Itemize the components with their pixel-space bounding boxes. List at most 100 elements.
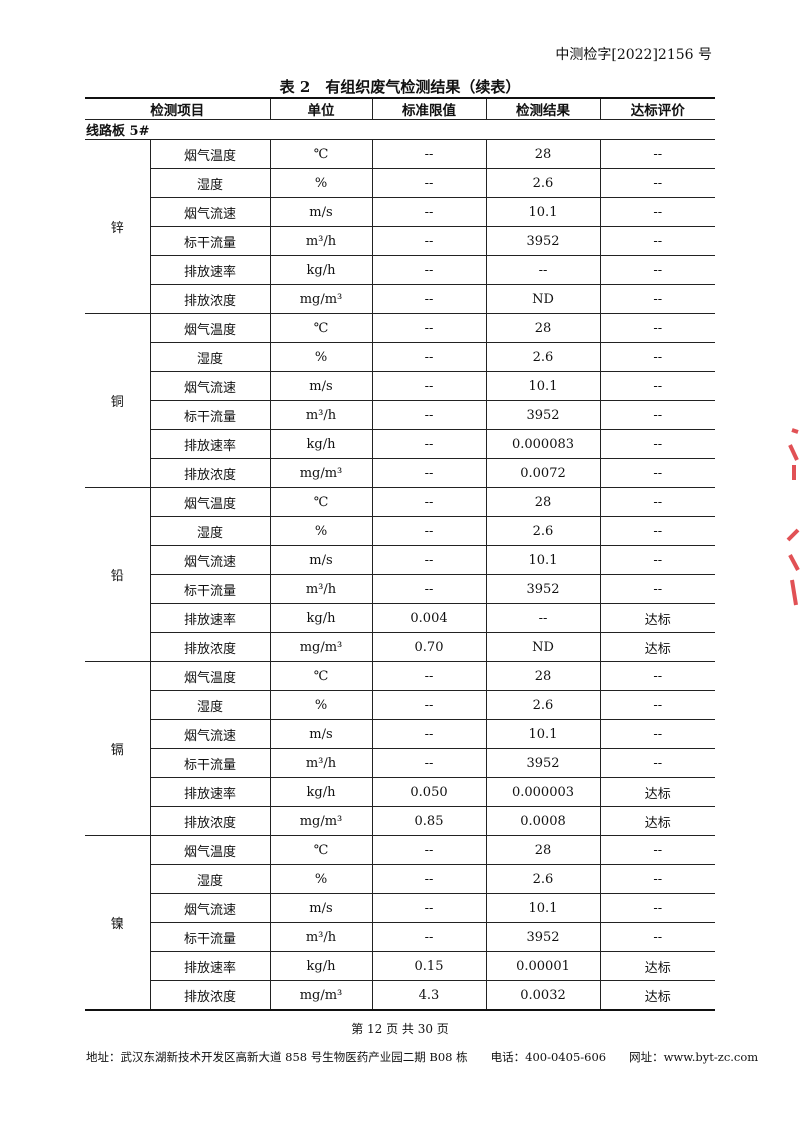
section-label: 线路板 5# — [85, 119, 715, 140]
unit: kg/h — [269, 255, 373, 285]
standard-limit: -- — [371, 313, 487, 343]
table-row: 湿度% -- 2.6 -- — [85, 168, 715, 198]
table-row: 标干流量 m³/h -- 3952 -- — [85, 922, 715, 952]
standard-limit: -- — [371, 516, 487, 546]
header-unit: 单位 — [269, 97, 373, 120]
unit: kg/h — [269, 951, 373, 981]
evaluation: -- — [599, 255, 715, 285]
evaluation: -- — [599, 487, 715, 517]
evaluation: -- — [599, 893, 715, 923]
test-result: 3952 — [485, 748, 601, 778]
header-item: 检测项目 — [85, 97, 271, 120]
table-row: 烟气流速 m/s -- 10.1 -- — [85, 545, 715, 575]
unit: m³/h — [269, 400, 373, 430]
item-name: 排放速率 — [150, 255, 271, 285]
item-name: 湿度 — [150, 516, 271, 546]
results-table: 检测项目 单位 标准限值 检测结果 达标评价 线路板 5# 锌烟气温度 ℃ -- 28… — [85, 97, 715, 1011]
item-name: 标干流量 — [150, 748, 271, 778]
standard-limit: -- — [371, 487, 487, 517]
table-row: 烟气流速 m/s -- 10.1 -- — [85, 197, 715, 227]
test-result: ND — [485, 632, 601, 662]
unit: m/s — [269, 197, 373, 227]
header-row: 检测项目 单位 标准限值 检测结果 达标评价 — [85, 97, 715, 120]
metal-name: 铅 — [85, 487, 151, 662]
unit: ℃ — [269, 313, 373, 343]
unit: m³/h — [269, 574, 373, 604]
item-name: 排放速率 — [150, 777, 271, 807]
evaluation: -- — [599, 400, 715, 430]
test-result: -- — [485, 255, 601, 285]
header-result: 检测结果 — [485, 97, 601, 120]
test-result: 2.6 — [485, 516, 601, 546]
table-row: 排放速率 kg/h -- 0.000083 -- — [85, 429, 715, 459]
table-row: 排放浓度 mg/m³ -- ND -- — [85, 284, 715, 314]
unit: % — [269, 690, 373, 720]
test-result: 3952 — [485, 922, 601, 952]
table-row: 标干流量 m³/h -- 3952 -- — [85, 226, 715, 256]
standard-limit: -- — [371, 168, 487, 198]
evaluation: -- — [599, 835, 715, 865]
unit: m³/h — [269, 748, 373, 778]
table-row: 烟气流速 m/s -- 10.1 -- — [85, 719, 715, 749]
item-name: 烟气温度 — [149, 313, 271, 343]
header-evaluation: 达标评价 — [599, 97, 715, 120]
standard-limit: -- — [371, 429, 487, 459]
standard-limit: 4.3 — [371, 980, 487, 1011]
metal-name: 镉 — [85, 661, 151, 836]
metal-name: 铜 — [85, 313, 151, 488]
evaluation: -- — [599, 922, 715, 952]
standard-limit: -- — [371, 139, 487, 169]
test-result: 10.1 — [485, 545, 601, 575]
test-result: 2.6 — [485, 342, 601, 372]
unit: % — [269, 168, 373, 198]
evaluation: 达标 — [599, 951, 715, 981]
evaluation: 达标 — [599, 980, 715, 1011]
test-result: -- — [485, 603, 601, 633]
item-name: 标干流量 — [150, 922, 271, 952]
test-result: 2.6 — [485, 864, 601, 894]
table-row: 锌烟气温度 ℃ -- 28 -- — [85, 139, 715, 314]
table-row: 烟气流速 m/s -- 10.1 -- — [85, 893, 715, 923]
table-row: 排放浓度 mg/m³ 0.85 0.0008 达标 — [85, 806, 715, 836]
unit: kg/h — [269, 429, 373, 459]
item-name: 烟气温度 — [149, 139, 271, 169]
evaluation: -- — [599, 429, 715, 459]
standard-limit: -- — [371, 864, 487, 894]
item-name: 烟气流速 — [150, 197, 271, 227]
test-result: 2.6 — [485, 690, 601, 720]
test-result: 10.1 — [485, 893, 601, 923]
test-result: 0.000003 — [485, 777, 601, 807]
test-result: 10.1 — [485, 719, 601, 749]
evaluation: -- — [599, 342, 715, 372]
item-name: 湿度 — [150, 342, 271, 372]
table-row: 镉烟气温度 ℃ -- 28 -- — [85, 661, 715, 836]
evaluation: -- — [599, 458, 715, 488]
evaluation: -- — [599, 197, 715, 227]
standard-limit: -- — [371, 574, 487, 604]
item-name: 排放速率 — [150, 951, 271, 981]
unit: ℃ — [269, 661, 373, 691]
item-name: 排放浓度 — [150, 458, 271, 488]
metal-name: 锌 — [85, 139, 151, 314]
evaluation: 达标 — [599, 806, 715, 836]
table-row: 湿度% -- 2.6 -- — [85, 690, 715, 720]
test-result: 28 — [485, 313, 601, 343]
evaluation: -- — [599, 748, 715, 778]
table-row: 湿度% -- 2.6 -- — [85, 516, 715, 546]
test-result: 28 — [485, 835, 601, 865]
table-row: 湿度% -- 2.6 -- — [85, 864, 715, 894]
item-name: 湿度 — [150, 168, 271, 198]
test-result: 28 — [485, 487, 601, 517]
item-name: 排放速率 — [150, 429, 271, 459]
table-row: 排放速率 kg/h -- -- -- — [85, 255, 715, 285]
table-row: 排放速率 kg/h 0.15 0.00001 达标 — [85, 951, 715, 981]
evaluation: -- — [599, 284, 715, 314]
section-row: 线路板 5# — [85, 119, 715, 140]
standard-limit: -- — [371, 719, 487, 749]
standard-limit: -- — [371, 255, 487, 285]
evaluation: -- — [599, 226, 715, 256]
evaluation: -- — [599, 864, 715, 894]
evaluation: -- — [599, 661, 715, 691]
table-row: 排放浓度 mg/m³ 0.70 ND 达标 — [85, 632, 715, 662]
